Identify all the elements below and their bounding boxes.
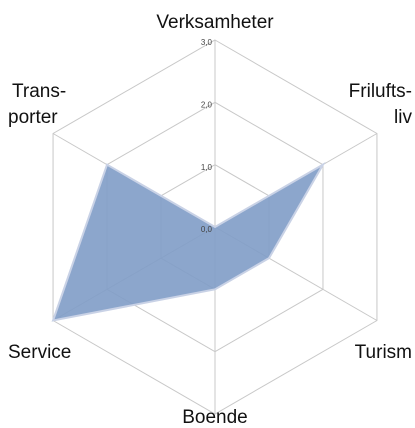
tick-label: 1,0 — [201, 163, 213, 172]
data-area — [51, 161, 326, 322]
tick-label: 2,0 — [201, 100, 213, 109]
axis-label: porter — [8, 107, 58, 128]
axis-label: liv — [394, 107, 412, 128]
axis-label: Frilufts- — [349, 81, 412, 102]
axis-label: Boende — [182, 407, 248, 428]
tick-label: 3,0 — [201, 38, 213, 47]
tick-label: 0,0 — [201, 225, 213, 234]
axis-label: Verksamheter — [156, 12, 274, 33]
axis-label: Trans- — [12, 81, 66, 102]
axis-label: Turism — [355, 342, 412, 363]
axis-label: Service — [8, 342, 71, 363]
